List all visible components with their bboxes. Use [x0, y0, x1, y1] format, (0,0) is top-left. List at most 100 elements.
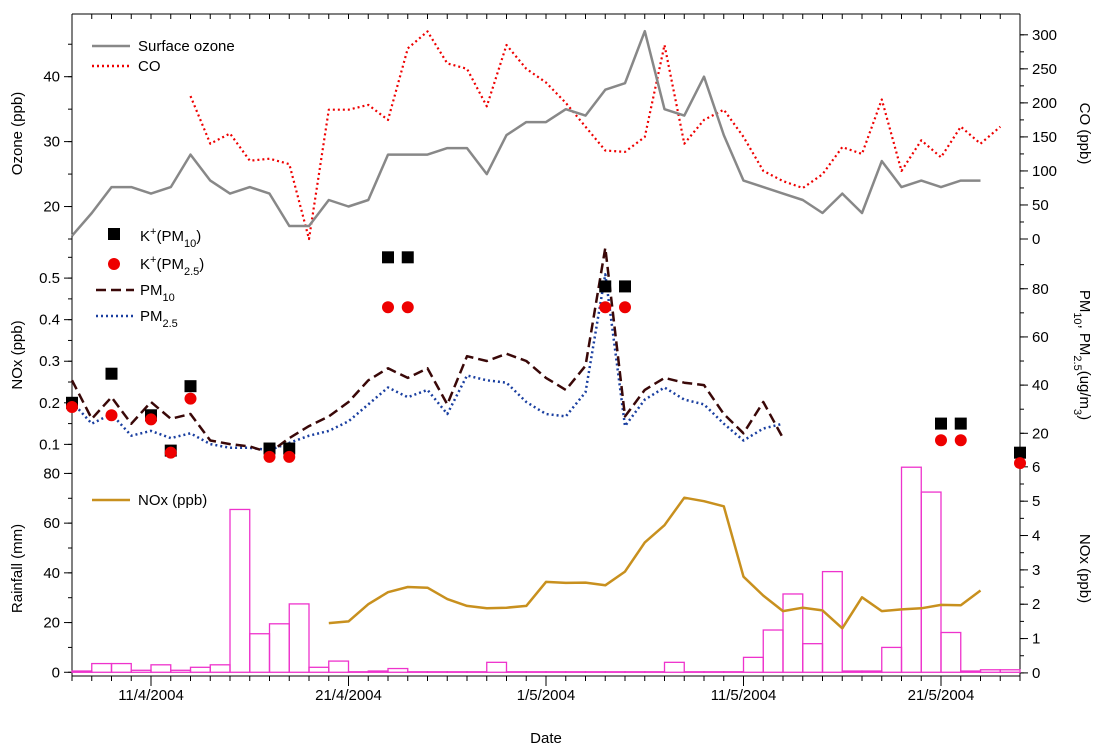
legend-pm10-label: PM10 [140, 282, 175, 304]
rainfall-bar [723, 671, 745, 673]
y-right-tick-label: 4 [1032, 528, 1040, 545]
rainfall-bar [288, 603, 310, 673]
series-line-surface-ozone [71, 29, 981, 237]
y-left-tick-label: 0 [52, 664, 60, 681]
k-pm10-marker [619, 280, 631, 293]
x-axis-title: Date [530, 730, 562, 747]
k-pm25-marker [935, 434, 947, 447]
k-pm25-marker [283, 450, 296, 463]
rainfall-bar [920, 491, 942, 673]
rainfall-bar [407, 671, 429, 673]
y-left-axis-title: Rainfall (mm) [9, 524, 26, 613]
rainfall-bar [999, 669, 1021, 673]
legend-text-part: CO [138, 58, 161, 75]
rainfall-bar [979, 669, 1001, 673]
axis-title-part: PM [1076, 290, 1093, 313]
y-left-axis-title: NOx (ppb) [9, 320, 26, 389]
legend-k-pm10-marker [108, 228, 120, 240]
rainfall-bar [209, 664, 231, 673]
y-right-tick-label: 100 [1032, 163, 1057, 180]
axis-title-part: 10 [1071, 312, 1083, 324]
legend-k-pm25-marker [108, 258, 120, 270]
y-right-tick-label: 80 [1032, 281, 1049, 298]
legend-text-part: 2.5 [184, 266, 199, 278]
y-right-tick-label: 40 [1032, 377, 1049, 394]
plot-frame [64, 13, 1028, 686]
y-right-tick-label: 20 [1032, 425, 1049, 442]
k-pm25-marker [401, 301, 414, 314]
series-line-pm2-5 [71, 273, 784, 452]
k-pm10-marker [954, 417, 967, 430]
k-pm25-marker [954, 434, 967, 447]
rainfall-bar [466, 671, 488, 673]
rainfall-bar [71, 670, 93, 673]
k-pm10-marker [599, 280, 612, 293]
legend-pm25-label: PM2.5 [140, 308, 178, 330]
y-right-tick-label: 1 [1032, 631, 1040, 648]
rainfall-bar [268, 623, 290, 673]
y-left-tick-label: 40 [43, 69, 60, 86]
y-right-tick-label: 3 [1032, 562, 1040, 579]
legend-text-part: PM [140, 282, 163, 299]
series-line-co [189, 30, 1002, 241]
legend-text-part: Surface ozone [138, 38, 235, 55]
y-right-axis-title: NOx (ppb) [1076, 534, 1093, 603]
legend-text-part: K [140, 228, 150, 245]
rainfall-bar [742, 656, 764, 673]
x-tick-label: 11/5/2004 [711, 687, 777, 704]
k-pm25-marker [184, 392, 197, 405]
y-right-tick-label: 50 [1032, 197, 1049, 214]
legend-text-part: 10 [163, 292, 175, 304]
series-line-nox-ppb- [328, 496, 982, 630]
rainfall-bar [802, 643, 824, 673]
y-left-tick-label: 60 [43, 515, 60, 532]
y-right-tick-label: 200 [1032, 95, 1057, 112]
y-left-tick-label: 0.2 [39, 395, 60, 412]
legend-k-pm25-label: K+(PM2.5) [140, 254, 204, 278]
x-tick-label: 1/5/2004 [517, 687, 575, 704]
rainfall-bar [505, 671, 527, 673]
rainfall-bar [940, 631, 962, 673]
y-left-tick-label: 30 [43, 134, 60, 151]
axis-title-part: 3 [1071, 409, 1083, 415]
rainfall-bar [426, 671, 448, 673]
rainfall-bar [584, 671, 606, 673]
rainfall-bar [249, 633, 271, 673]
y-right-tick-label: 150 [1032, 129, 1057, 146]
k-pm10-marker [935, 417, 947, 430]
rainfall-bar [683, 671, 705, 673]
axis-title-part: 2.5 [1071, 355, 1083, 370]
legend-text-part: ) [199, 256, 204, 273]
axis-title-part: ) [1076, 415, 1093, 420]
y-right-tick-label: 6 [1032, 459, 1040, 476]
k-pm25-marker [1014, 457, 1026, 470]
y-right-tick-label: 300 [1032, 27, 1057, 44]
y-left-axis-title: Ozone (ppb) [9, 92, 26, 175]
legend-co-label: CO [138, 58, 161, 75]
y-right-tick-label: 5 [1032, 493, 1040, 510]
legend-text-part: NOx (ppb) [138, 492, 207, 509]
rainfall-bar [130, 669, 152, 673]
legend-text-part: PM [140, 308, 163, 325]
rainfall-bar [861, 670, 883, 673]
y-left-tick-label: 0.3 [39, 353, 60, 370]
axis-title-part: , PM [1076, 325, 1093, 356]
y-right-tick-label: 0 [1032, 665, 1040, 682]
k-pm10-marker [283, 442, 296, 455]
rainfall-bar [170, 669, 192, 673]
k-pm25-marker [145, 413, 157, 426]
series-line-pm10 [70, 246, 785, 454]
y-left-tick-label: 80 [43, 465, 60, 482]
legend-text-part: 2.5 [163, 318, 178, 330]
y-left-tick-label: 0.5 [39, 270, 60, 287]
legend-text-part: + [150, 226, 156, 238]
rainfall-bar [545, 671, 567, 673]
k-pm25-marker [66, 400, 78, 413]
rainfall-bar [328, 660, 350, 673]
k-pm25-marker [382, 301, 394, 314]
k-pm25-marker [105, 409, 118, 422]
y-right-axis-title: CO (ppb) [1076, 103, 1093, 165]
k-pm10-marker [184, 380, 197, 393]
rainfall-bar [91, 662, 113, 673]
